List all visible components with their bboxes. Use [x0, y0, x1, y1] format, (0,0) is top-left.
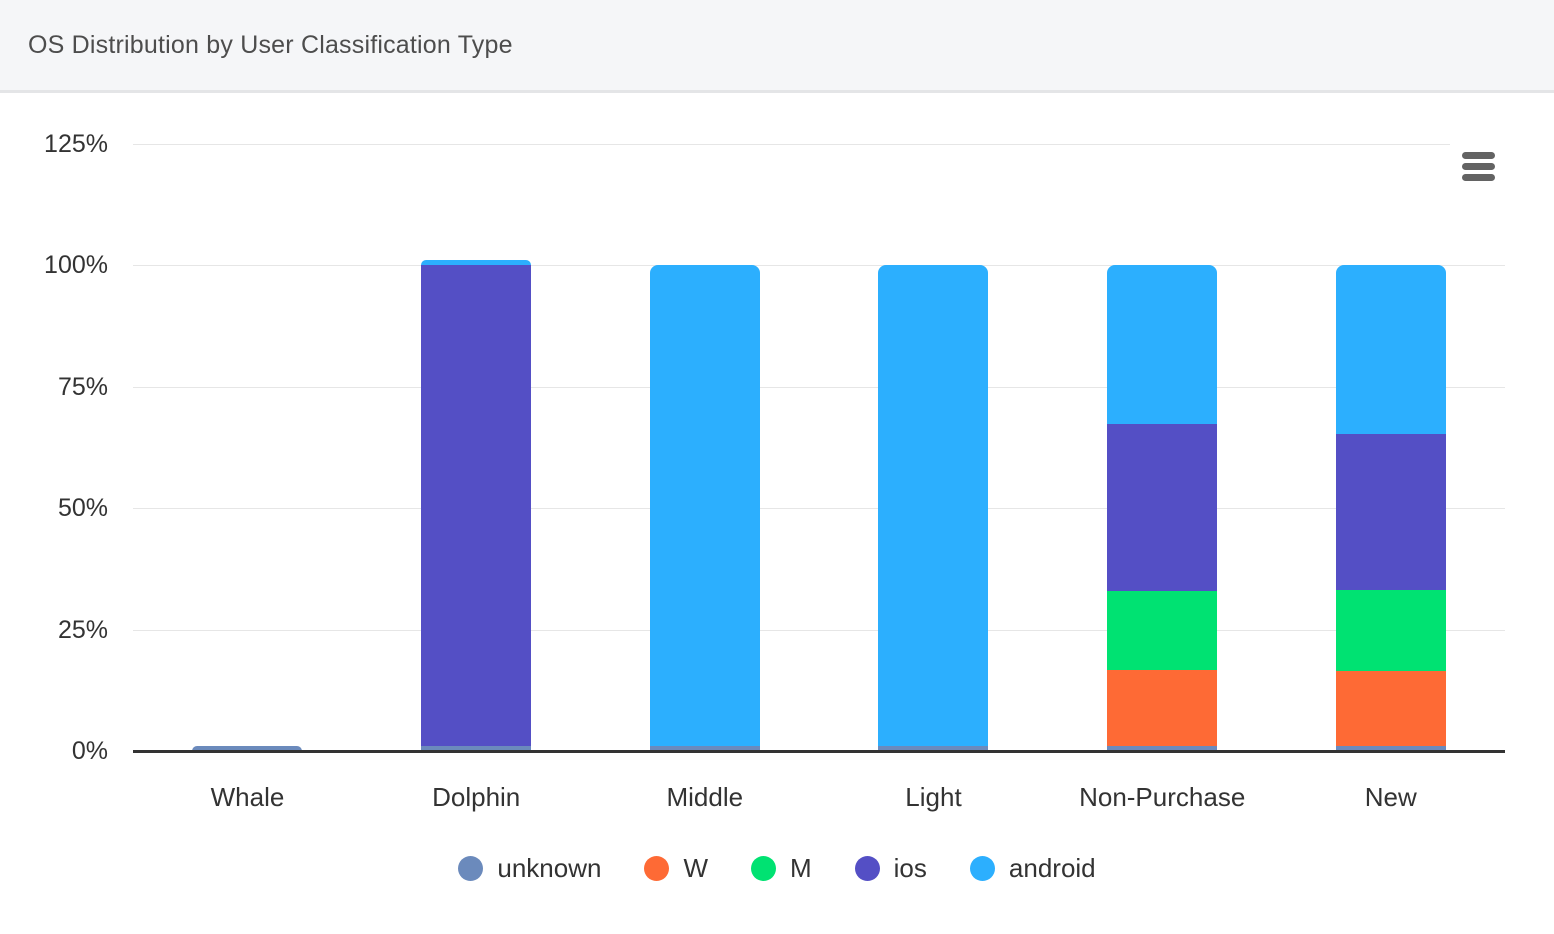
- gridline-125: [133, 144, 1505, 145]
- bar-segment-ios-new[interactable]: [1335, 434, 1446, 591]
- chart-title: OS Distribution by User Classification T…: [28, 30, 513, 59]
- legend-item-label: ios: [893, 853, 927, 883]
- bar-segment-m-new[interactable]: [1335, 590, 1446, 671]
- y-axis-label-50: 50%: [57, 494, 108, 522]
- y-axis-label-0: 0%: [71, 737, 108, 765]
- chart-header: OS Distribution by User Classification T…: [0, 0, 1554, 93]
- y-axis-label-75: 75%: [57, 373, 108, 401]
- bar-segment-unknown-new[interactable]: [1335, 746, 1446, 751]
- hamburger-menu-icon: [1461, 151, 1495, 181]
- legend-item-android[interactable]: android: [969, 853, 1096, 884]
- bar-segment-unknown-light[interactable]: [878, 746, 989, 751]
- category-label-whale: Whale: [210, 782, 285, 812]
- legend-marker-android: [969, 856, 995, 881]
- y-axis-label-125: 125%: [44, 130, 108, 158]
- bar-segment-unknown-non-purchase[interactable]: [1107, 746, 1217, 751]
- context-menu-button[interactable]: [1450, 139, 1506, 193]
- legend-item-unknown[interactable]: unknown: [458, 853, 601, 884]
- legend-item-m[interactable]: M: [750, 853, 812, 884]
- bar-segment-android-light[interactable]: [878, 265, 989, 747]
- x-axis-line: [133, 750, 1505, 753]
- bar-segment-android-non-purchase[interactable]: [1107, 265, 1217, 424]
- bar-segment-w-non-purchase[interactable]: [1107, 669, 1217, 747]
- bar-segment-m-non-purchase[interactable]: [1107, 590, 1217, 670]
- bar-segment-android-new[interactable]: [1335, 265, 1446, 435]
- legend-item-label: unknown: [497, 853, 602, 883]
- gridline-50: [133, 508, 1505, 509]
- gridline-25: [133, 630, 1505, 631]
- legend-item-label: W: [683, 853, 708, 883]
- category-label-dolphin: Dolphin: [432, 782, 521, 812]
- bar-segment-unknown-dolphin[interactable]: [421, 746, 531, 751]
- gridline-100: [133, 265, 1505, 266]
- legend-marker-m: [750, 856, 776, 881]
- legend-marker-unknown: [458, 856, 484, 881]
- bar-segment-android-middle[interactable]: [649, 265, 760, 747]
- legend-item-label: M: [789, 853, 812, 883]
- category-label-non-purchase: Non-Purchase: [1079, 782, 1246, 812]
- bar-segment-unknown-whale[interactable]: [192, 746, 303, 751]
- bar-segment-unknown-middle[interactable]: [649, 746, 760, 751]
- legend-item-ios[interactable]: ios: [854, 853, 927, 884]
- y-axis-label-100: 100%: [44, 251, 108, 279]
- legend-item-label: android: [1008, 853, 1096, 883]
- category-label-light: Light: [905, 782, 962, 812]
- category-label-new: New: [1364, 782, 1417, 812]
- legend-marker-ios: [854, 856, 880, 881]
- bar-segment-android-dolphin[interactable]: [421, 260, 531, 265]
- legend-marker-w: [644, 856, 670, 881]
- gridline-75: [133, 387, 1505, 388]
- bar-segment-ios-dolphin[interactable]: [421, 265, 531, 747]
- legend-item-w[interactable]: W: [644, 853, 708, 884]
- category-label-middle: Middle: [666, 782, 744, 812]
- y-axis-label-25: 25%: [57, 616, 108, 644]
- bar-segment-ios-non-purchase[interactable]: [1107, 423, 1217, 591]
- bar-segment-w-new[interactable]: [1335, 670, 1446, 747]
